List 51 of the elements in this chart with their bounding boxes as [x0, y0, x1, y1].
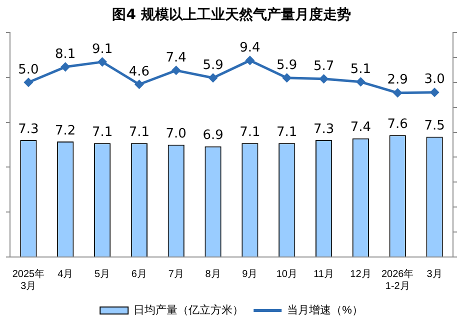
x-tick-label: 3月: [426, 268, 442, 280]
x-tick-label: 6月: [131, 268, 147, 280]
data-label: 4.6: [128, 64, 150, 80]
x-tick-label: 10月: [276, 268, 298, 280]
point: [98, 58, 107, 66]
data-label: 6.9: [202, 128, 224, 144]
data-label: 7.1: [276, 125, 298, 140]
point: [356, 78, 365, 86]
point: [172, 66, 180, 75]
x-tick-label: 2026年 1-2月: [382, 268, 414, 292]
data-label: 5.9: [202, 58, 224, 73]
data-label: 7.1: [240, 125, 260, 140]
data-label: 5.1: [350, 62, 372, 77]
data-label: 5.9: [276, 58, 298, 73]
data-label: 7.5: [424, 118, 445, 134]
data-label: 7.6: [387, 117, 408, 132]
data-label: 7.4: [166, 50, 186, 66]
point: [24, 78, 33, 87]
data-label: 8.1: [55, 46, 76, 62]
data-label: 7.1: [92, 125, 113, 140]
data-label: 7.2: [55, 123, 76, 138]
point: [282, 74, 292, 82]
point: [393, 88, 402, 98]
data-label: 7.3: [313, 122, 334, 137]
x-tick-label: 5月: [94, 268, 110, 280]
data-label: 7.3: [18, 122, 39, 137]
x-tick-label: 11月: [314, 268, 334, 280]
legend-label: 当月增速（%）: [287, 304, 363, 317]
x-tick-label: 8月: [205, 268, 221, 280]
x-tick-label: 12月: [350, 268, 372, 280]
point: [208, 74, 218, 82]
data-label: 2.9: [387, 72, 408, 88]
point: [246, 56, 254, 65]
point: [134, 80, 144, 89]
x-tick-label: 7月: [168, 268, 184, 280]
point: [61, 62, 70, 72]
chart-title: 图4 规模以上工业天然气产量月度走势: [111, 6, 352, 25]
point: [320, 74, 328, 84]
data-label: 3.0: [424, 72, 445, 88]
x-tick-label: 9月: [242, 268, 258, 280]
x-tick-label: 2025年 3月: [12, 268, 45, 292]
data-label: 9.1: [92, 42, 113, 57]
x-tick-label: 4月: [58, 268, 74, 280]
data-label: 5.0: [18, 62, 39, 78]
data-label: 7.0: [166, 126, 186, 142]
legend-label: 日均产量（亿立方米）: [134, 304, 244, 317]
data-label: 5.7: [313, 58, 334, 74]
data-label: 7.1: [128, 125, 150, 140]
data-label: 9.4: [240, 40, 260, 56]
point: [430, 88, 439, 97]
data-label: 7.4: [350, 120, 372, 136]
